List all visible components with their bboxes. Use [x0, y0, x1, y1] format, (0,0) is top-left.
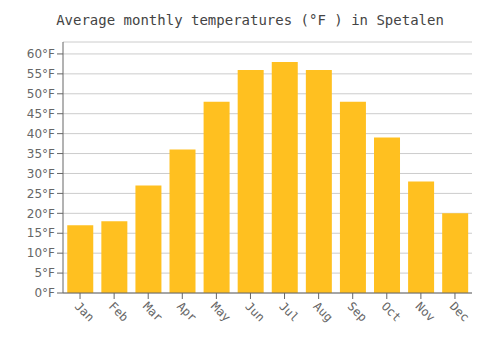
svg-text:Apr: Apr — [174, 299, 199, 324]
svg-text:10°F: 10°F — [27, 246, 55, 260]
svg-text:Jan: Jan — [72, 299, 97, 324]
svg-text:Mar: Mar — [140, 299, 165, 324]
svg-text:50°F: 50°F — [27, 87, 55, 101]
svg-text:0°F: 0°F — [34, 286, 55, 300]
svg-text:15°F: 15°F — [27, 226, 55, 240]
svg-text:25°F: 25°F — [27, 187, 55, 201]
svg-text:45°F: 45°F — [27, 107, 55, 121]
svg-text:Dec: Dec — [447, 299, 472, 324]
svg-text:60°F: 60°F — [27, 47, 55, 61]
svg-text:30°F: 30°F — [27, 167, 55, 181]
svg-text:Sep: Sep — [345, 299, 370, 324]
svg-text:Nov: Nov — [413, 299, 438, 324]
svg-text:35°F: 35°F — [27, 147, 55, 161]
svg-text:Aug: Aug — [310, 299, 335, 324]
html-text:Average monthly temperatures (: Average monthly temperatures (°F ) in Sp… — [56, 12, 444, 28]
svg-text:5°F: 5°F — [34, 266, 55, 280]
svg-text:55°F: 55°F — [27, 67, 55, 81]
svg-text:Oct: Oct — [379, 299, 404, 324]
svg-text:40°F: 40°F — [27, 127, 55, 141]
svg-text:20°F: 20°F — [27, 207, 55, 221]
svg-text:Jul: Jul — [276, 299, 301, 324]
svg-text:May: May — [208, 299, 233, 324]
svg-text:Jun: Jun — [242, 299, 267, 324]
svg-text:Feb: Feb — [106, 299, 131, 324]
